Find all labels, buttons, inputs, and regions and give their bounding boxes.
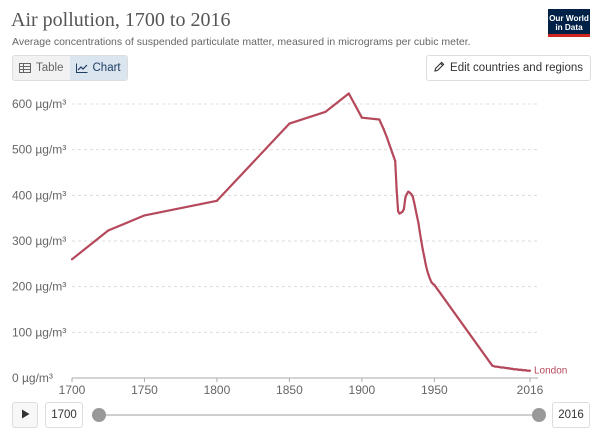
pencil-icon	[434, 61, 445, 75]
logo-text-line2: in Data	[555, 23, 583, 32]
tab-table[interactable]: Table	[13, 56, 70, 80]
data-point	[415, 214, 419, 217]
timeline-start-handle[interactable]	[92, 408, 106, 422]
data-point	[395, 189, 398, 192]
data-point	[215, 199, 219, 202]
timeline-track[interactable]	[98, 414, 540, 416]
data-point	[388, 143, 391, 146]
series-line[interactable]	[71, 92, 530, 372]
y-axis-ticks: 0 µg/m³ 100 µg/m³ 200 µg/m³ 300 µg/m³ 400 µg…	[12, 97, 66, 385]
x-tick-label: 1800	[204, 383, 231, 397]
x-axis-ticks: 1700 1750 1800 1850 1900 1950 2016	[59, 378, 544, 397]
logo-text-line1: Our World	[549, 14, 589, 23]
data-point	[425, 269, 429, 272]
data-point	[402, 207, 406, 211]
data-point	[391, 151, 394, 154]
data-point	[418, 230, 421, 233]
x-tick-label: 1750	[131, 383, 158, 397]
data-point	[430, 281, 433, 284]
data-point	[378, 118, 381, 121]
x-tick-label: 1950	[421, 383, 448, 397]
data-point	[420, 239, 423, 243]
data-point	[394, 159, 397, 163]
data-point	[385, 135, 388, 138]
data-point	[428, 277, 432, 281]
data-point	[411, 195, 414, 198]
y-tick-label: 400 µg/m³	[12, 188, 66, 202]
data-point	[528, 369, 532, 372]
table-icon	[19, 63, 31, 73]
data-point	[417, 221, 420, 224]
play-button[interactable]	[12, 402, 38, 428]
data-point	[405, 192, 408, 196]
data-point	[143, 214, 146, 217]
start-year-box[interactable]: 1700	[45, 402, 83, 428]
line-chart: 0 µg/m³ 100 µg/m³ 200 µg/m³ 300 µg/m³ 400 µg…	[12, 92, 567, 397]
x-tick-label: 2016	[517, 383, 544, 397]
timeline-end-handle[interactable]	[532, 408, 546, 422]
data-point	[392, 155, 395, 159]
data-point	[288, 122, 291, 125]
y-tick-label: 600 µg/m³	[12, 97, 66, 111]
data-point	[382, 128, 385, 131]
edit-countries-label: Edit countries and regions	[450, 62, 583, 74]
data-point	[379, 121, 382, 124]
data-point	[389, 147, 392, 150]
x-tick-label: 1850	[276, 383, 303, 397]
y-tick-label: 100 µg/m³	[12, 325, 66, 339]
data-point	[401, 210, 404, 213]
grid-lines	[72, 103, 538, 379]
data-point	[70, 258, 74, 261]
chart-title: Air pollution, 1700 to 2016	[11, 9, 231, 31]
timeline-controls: 1700 2016	[12, 402, 590, 428]
edit-countries-button[interactable]: Edit countries and regions	[426, 55, 591, 81]
data-point	[410, 192, 413, 196]
tab-chart[interactable]: Chart	[69, 56, 127, 80]
data-point	[423, 255, 426, 258]
data-point	[424, 262, 427, 265]
data-point	[383, 131, 387, 134]
y-tick-label: 0 µg/m³	[12, 371, 53, 385]
data-point	[107, 229, 110, 232]
data-point	[427, 273, 430, 276]
data-point	[412, 201, 416, 204]
series-label[interactable]: London	[534, 366, 567, 377]
data-point	[360, 116, 363, 119]
y-tick-label: 500 µg/m³	[12, 143, 66, 157]
line-chart-icon	[75, 63, 88, 73]
data-point	[397, 210, 400, 213]
tab-chart-label: Chart	[92, 62, 121, 74]
y-tick-label: 300 µg/m³	[12, 234, 66, 248]
data-point	[421, 248, 424, 251]
data-point	[433, 283, 436, 286]
owid-logo[interactable]: Our World in Data	[548, 9, 590, 37]
data-point	[381, 124, 384, 128]
logo-accent-bar	[548, 34, 590, 37]
tab-table-label: Table	[36, 62, 64, 74]
view-tabs: Table Chart	[12, 55, 128, 81]
end-year-box[interactable]: 2016	[552, 402, 590, 428]
chart-subtitle: Average concentrations of suspended part…	[12, 36, 471, 48]
data-point	[386, 139, 390, 142]
data-point	[347, 92, 350, 95]
data-point	[404, 196, 407, 199]
play-icon	[21, 406, 30, 424]
x-tick-label: 1700	[59, 383, 86, 397]
data-point	[324, 110, 327, 113]
x-tick-label: 1900	[349, 383, 376, 397]
data-point	[408, 191, 411, 194]
y-tick-label: 200 µg/m³	[12, 280, 66, 294]
data-point	[414, 207, 417, 211]
series-layer: London	[70, 92, 567, 377]
